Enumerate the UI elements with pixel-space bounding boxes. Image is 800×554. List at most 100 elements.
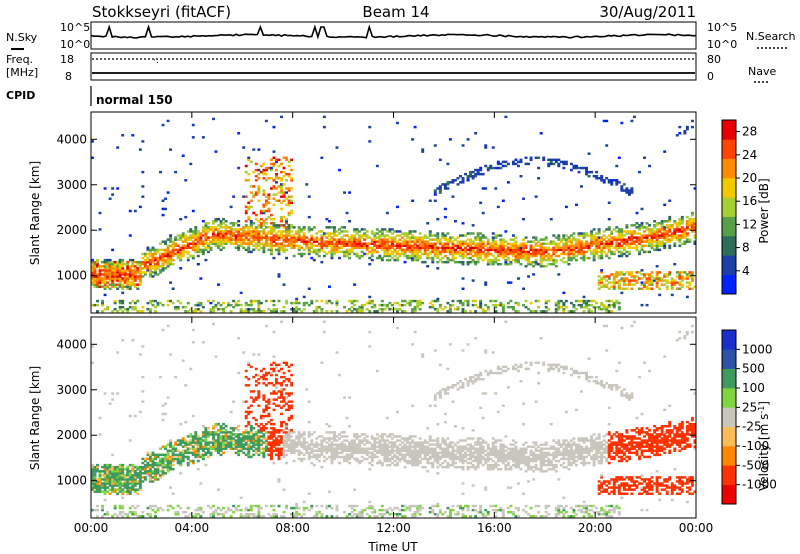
power-cell <box>685 285 689 288</box>
velocity-cell <box>212 445 215 448</box>
power-cell <box>590 250 594 254</box>
power-cell <box>196 254 200 258</box>
power-cell <box>587 299 591 303</box>
power-cell <box>257 148 261 151</box>
velocity-cell <box>302 508 306 512</box>
power-cell <box>612 281 616 284</box>
power-cell <box>212 234 215 237</box>
power-cell <box>126 273 130 276</box>
velocity-cell <box>116 480 120 483</box>
power-cell <box>509 299 513 303</box>
velocity-cell <box>285 392 289 395</box>
velocity-cell <box>254 433 258 436</box>
power-cell <box>146 301 150 305</box>
velocity-cell <box>277 390 281 393</box>
power-cell <box>143 254 147 258</box>
power-cell <box>567 310 571 313</box>
velocity-cell <box>242 447 246 450</box>
velocity-cell <box>101 465 105 469</box>
power-cell <box>368 246 372 250</box>
velocity-cell <box>204 445 208 448</box>
power-cell <box>446 260 450 264</box>
velocity-cell <box>166 449 170 453</box>
velocity-cell <box>91 463 94 467</box>
power-cell <box>436 238 440 241</box>
power-cell <box>436 248 440 252</box>
velocity-cell <box>322 447 326 450</box>
power-cell <box>514 242 518 245</box>
power-cell <box>590 240 594 243</box>
power-cell <box>252 299 256 303</box>
power-cell <box>658 240 662 243</box>
power-cell <box>272 234 276 237</box>
power-cell <box>396 230 399 233</box>
power-cell <box>370 242 374 245</box>
velocity-cell <box>138 482 142 485</box>
power-cell <box>612 285 616 288</box>
power-cell <box>577 299 581 303</box>
power-cell <box>562 236 566 239</box>
power-cell <box>509 305 513 309</box>
power-cell <box>413 305 417 309</box>
power-cell <box>612 236 616 239</box>
power-cell <box>310 228 314 231</box>
power-cell <box>597 287 601 290</box>
velocity-cell <box>224 443 228 446</box>
power-cell <box>575 254 578 258</box>
velocity-cell <box>302 433 306 436</box>
velocity-cell <box>98 470 102 473</box>
power-cell <box>176 244 180 248</box>
power-cell <box>360 250 364 254</box>
power-cell <box>456 236 460 239</box>
power-cell <box>343 240 347 243</box>
power-cell <box>620 234 624 237</box>
power-cell <box>267 166 271 170</box>
power-cell <box>506 252 510 256</box>
power-cell <box>212 222 215 225</box>
power-cell <box>212 236 215 239</box>
velocity-cell <box>269 447 273 450</box>
power-cell <box>648 275 652 278</box>
velocity-cell <box>214 443 218 446</box>
velocity-cell <box>103 492 107 495</box>
power-cell <box>148 307 152 311</box>
power-cell <box>461 248 465 252</box>
power-cell <box>620 230 624 233</box>
power-cell <box>625 242 629 245</box>
velocity-cell <box>204 435 208 438</box>
power-cell <box>683 236 687 239</box>
power-cell <box>285 226 289 229</box>
power-cell <box>620 250 624 254</box>
power-cell <box>562 162 566 166</box>
power-cell <box>532 273 536 276</box>
power-cell <box>272 299 276 303</box>
velocity-cell <box>169 465 173 469</box>
velocity-cell <box>171 492 175 495</box>
power-cell <box>264 209 268 213</box>
velocity-cell <box>227 437 231 440</box>
power-cell <box>517 248 520 252</box>
velocity-cell <box>189 443 193 446</box>
y-tick-label: 4000 <box>56 132 87 146</box>
power-cell <box>474 250 478 254</box>
power-cell <box>375 228 379 231</box>
velocity-cell <box>254 431 258 434</box>
power-cell <box>600 279 604 282</box>
velocity-cell <box>224 429 228 432</box>
power-cell <box>275 242 278 245</box>
power-cell <box>118 269 122 272</box>
power-cell <box>504 164 508 168</box>
velocity-cell <box>98 490 102 493</box>
power-cell <box>378 240 382 243</box>
power-cell <box>572 256 576 260</box>
velocity-cell <box>204 433 208 436</box>
power-cell <box>665 224 669 227</box>
power-cell <box>287 187 291 190</box>
power-cell <box>469 248 473 252</box>
power-cell <box>388 258 392 262</box>
power-cell <box>645 273 649 276</box>
velocity-cell <box>287 408 291 412</box>
power-cell <box>562 252 566 256</box>
velocity-cell <box>171 451 175 455</box>
power-cell <box>201 244 205 248</box>
